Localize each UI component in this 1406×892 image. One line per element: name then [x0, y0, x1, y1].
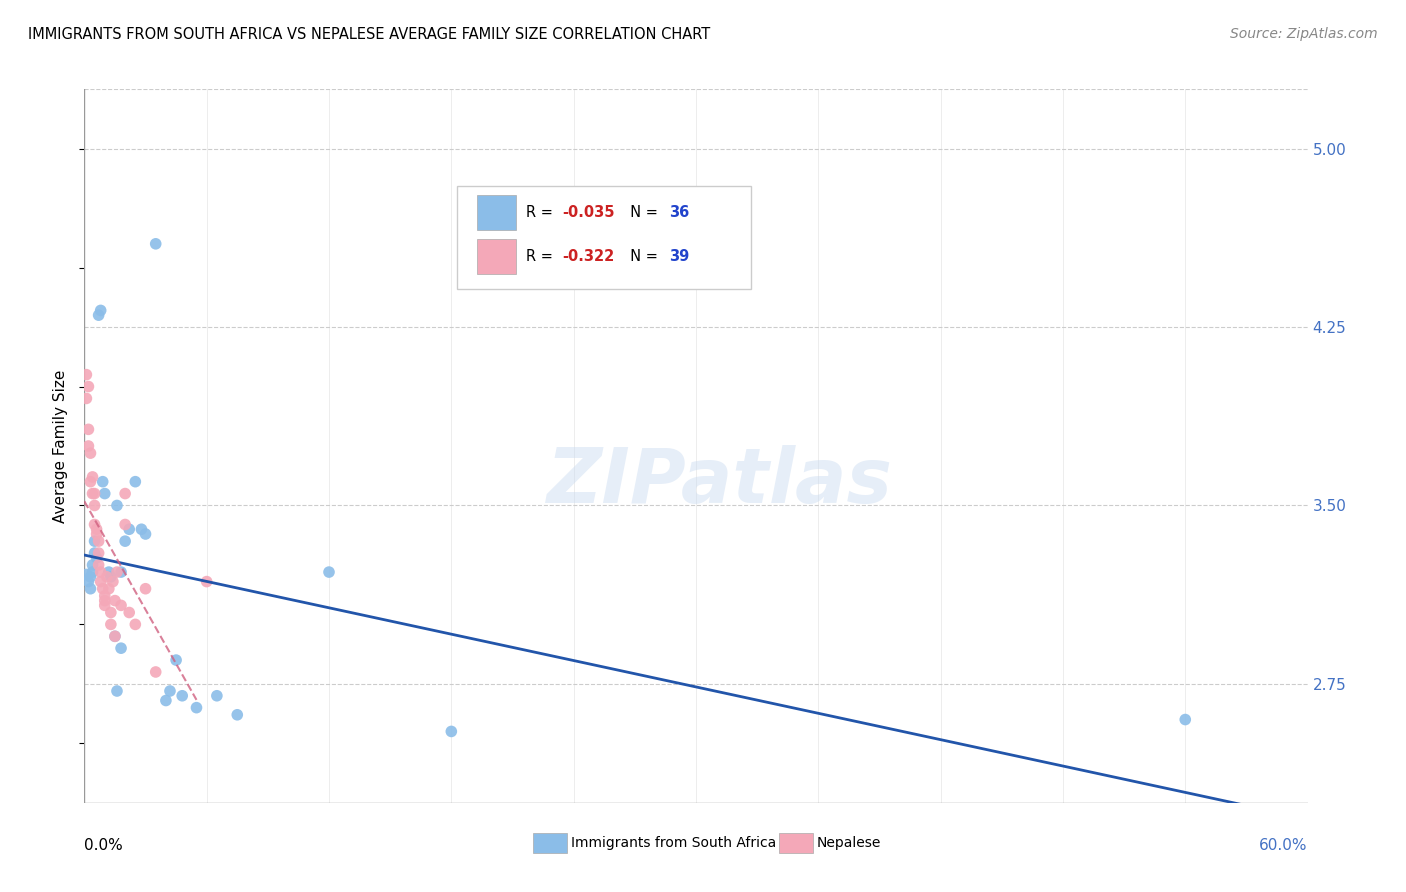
Text: -0.035: -0.035	[562, 205, 616, 220]
Text: R =: R =	[526, 205, 557, 220]
Text: Source: ZipAtlas.com: Source: ZipAtlas.com	[1230, 27, 1378, 41]
Point	[104, 629, 127, 643]
Text: 60.0%: 60.0%	[1260, 838, 1308, 854]
Point	[77, 574, 100, 589]
Text: 36: 36	[669, 205, 689, 220]
Point	[83, 546, 105, 560]
Point	[82, 565, 104, 579]
Point	[318, 565, 340, 579]
Point	[101, 574, 124, 589]
Point	[79, 475, 101, 489]
Point	[87, 308, 110, 322]
Point	[91, 582, 114, 596]
Point	[86, 522, 108, 536]
Point	[87, 534, 110, 549]
Point	[82, 470, 104, 484]
Point	[110, 565, 132, 579]
Point	[118, 606, 141, 620]
Point	[131, 522, 153, 536]
Point	[75, 392, 97, 406]
Point	[79, 582, 101, 596]
Point	[105, 499, 128, 513]
Text: IMMIGRANTS FROM SOUTH AFRICA VS NEPALESE AVERAGE FAMILY SIZE CORRELATION CHART: IMMIGRANTS FROM SOUTH AFRICA VS NEPALESE…	[28, 27, 710, 42]
Point	[440, 724, 463, 739]
Point	[96, 570, 118, 584]
Point	[124, 475, 146, 489]
FancyBboxPatch shape	[477, 195, 516, 230]
Text: ZIPatlas: ZIPatlas	[547, 445, 893, 518]
Point	[91, 475, 114, 489]
Point	[87, 546, 110, 560]
Point	[159, 684, 181, 698]
Point	[90, 574, 112, 589]
Point	[145, 236, 167, 251]
Point	[90, 303, 112, 318]
Point	[114, 517, 136, 532]
Point	[114, 534, 136, 549]
Point	[118, 522, 141, 536]
Y-axis label: Average Family Size: Average Family Size	[53, 369, 69, 523]
Point	[155, 693, 177, 707]
Point	[79, 570, 101, 584]
Point	[172, 689, 194, 703]
Point	[93, 599, 117, 613]
Point	[135, 527, 157, 541]
Point	[77, 379, 100, 393]
Text: N =: N =	[621, 205, 662, 220]
Point	[97, 565, 120, 579]
Point	[110, 641, 132, 656]
Point	[1174, 713, 1197, 727]
Point	[135, 582, 157, 596]
Point	[105, 565, 128, 579]
Point	[83, 499, 105, 513]
Point	[105, 684, 128, 698]
Point	[195, 574, 218, 589]
Text: 0.0%: 0.0%	[84, 838, 124, 854]
Point	[124, 617, 146, 632]
Point	[87, 558, 110, 572]
Text: -0.322: -0.322	[562, 250, 614, 264]
Point	[104, 629, 127, 643]
Point	[75, 567, 97, 582]
Point	[100, 606, 122, 620]
FancyBboxPatch shape	[477, 239, 516, 275]
Point	[93, 593, 117, 607]
Point	[90, 565, 112, 579]
Point	[186, 700, 208, 714]
Point	[205, 689, 228, 703]
Text: 39: 39	[669, 250, 689, 264]
Point	[82, 486, 104, 500]
Point	[100, 617, 122, 632]
Point	[97, 582, 120, 596]
Point	[83, 517, 105, 532]
Text: Nepalese: Nepalese	[817, 836, 882, 850]
Point	[86, 527, 108, 541]
Text: R =: R =	[526, 250, 557, 264]
Point	[93, 486, 117, 500]
Point	[77, 422, 100, 436]
Point	[110, 599, 132, 613]
Point	[165, 653, 187, 667]
Point	[100, 570, 122, 584]
Point	[83, 486, 105, 500]
Point	[226, 707, 249, 722]
Point	[86, 550, 108, 565]
Point	[83, 534, 105, 549]
Point	[104, 593, 127, 607]
Point	[93, 589, 117, 603]
Text: Immigrants from South Africa: Immigrants from South Africa	[571, 836, 776, 850]
Point	[75, 368, 97, 382]
Point	[79, 446, 101, 460]
Point	[145, 665, 167, 679]
Point	[114, 486, 136, 500]
Point	[82, 558, 104, 572]
FancyBboxPatch shape	[457, 186, 751, 289]
Text: N =: N =	[621, 250, 662, 264]
Point	[77, 439, 100, 453]
